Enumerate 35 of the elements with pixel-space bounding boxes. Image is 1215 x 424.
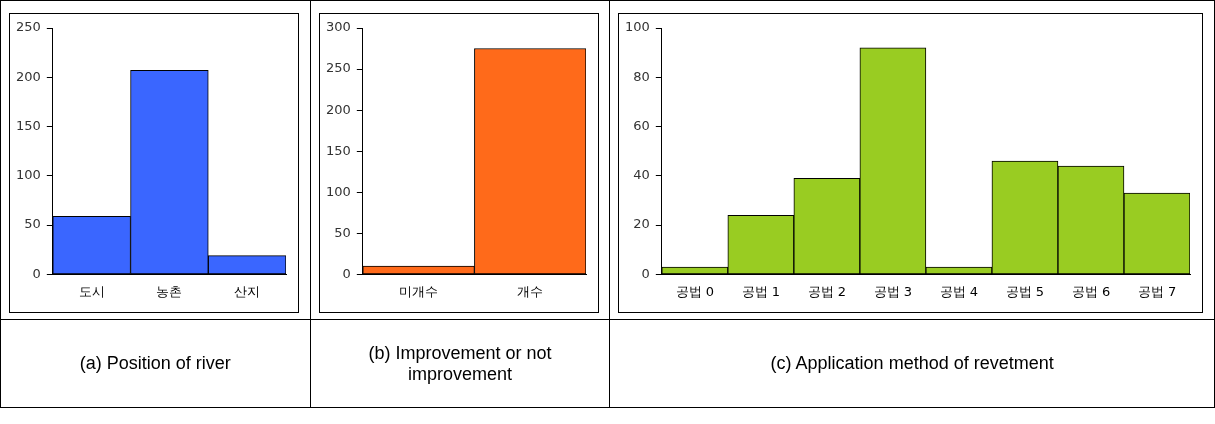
y-tick-label: 250 bbox=[15, 19, 41, 35]
y-tick-label: 40 bbox=[633, 167, 651, 183]
y-tick-label: 100 bbox=[15, 167, 41, 183]
x-tick-label: 공법 6 bbox=[1072, 283, 1111, 299]
x-tick-label: 도시 bbox=[78, 283, 105, 299]
x-tick-label: 공법 3 bbox=[874, 283, 913, 299]
x-tick-label: 산지 bbox=[234, 283, 261, 299]
x-tick-label: 공법 7 bbox=[1138, 283, 1177, 299]
x-tick-label: 미개수 bbox=[398, 283, 438, 299]
x-tick-label: 공법 0 bbox=[675, 283, 715, 299]
text: (b) Improvement or not improvement bbox=[368, 342, 552, 384]
x-tick-label: 공법 4 bbox=[940, 283, 979, 299]
y-tick-label: 60 bbox=[633, 117, 651, 133]
text: (a) Position of river bbox=[79, 353, 231, 373]
y-tick-label: 200 bbox=[15, 68, 41, 84]
y-tick-label: 200 bbox=[325, 101, 351, 117]
y-tick-label: 100 bbox=[625, 19, 651, 35]
y-tick-label: 80 bbox=[633, 68, 651, 84]
x-tick-label: 공법 5 bbox=[1006, 283, 1045, 299]
y-tick-label: 0 bbox=[32, 265, 41, 281]
y-tick-label: 150 bbox=[15, 117, 41, 133]
y-tick-label: 50 bbox=[24, 216, 41, 232]
x-tick-label: 농촌 bbox=[156, 283, 183, 299]
x-tick-label: 공법 2 bbox=[807, 283, 847, 299]
y-tick-label: 0 bbox=[342, 265, 351, 281]
y-tick-label: 0 bbox=[641, 265, 651, 281]
y-tick-label: 150 bbox=[325, 142, 351, 158]
y-tick-label: 20 bbox=[633, 216, 651, 232]
text: (c) Application method of revetment bbox=[770, 353, 1054, 373]
y-tick-label: 250 bbox=[325, 60, 351, 76]
x-tick-label: 개수 bbox=[516, 283, 543, 299]
y-tick-label: 300 bbox=[325, 19, 351, 35]
x-tick-label: 공법 1 bbox=[741, 283, 781, 299]
y-tick-label: 50 bbox=[333, 224, 351, 240]
y-tick-label: 100 bbox=[325, 183, 351, 199]
